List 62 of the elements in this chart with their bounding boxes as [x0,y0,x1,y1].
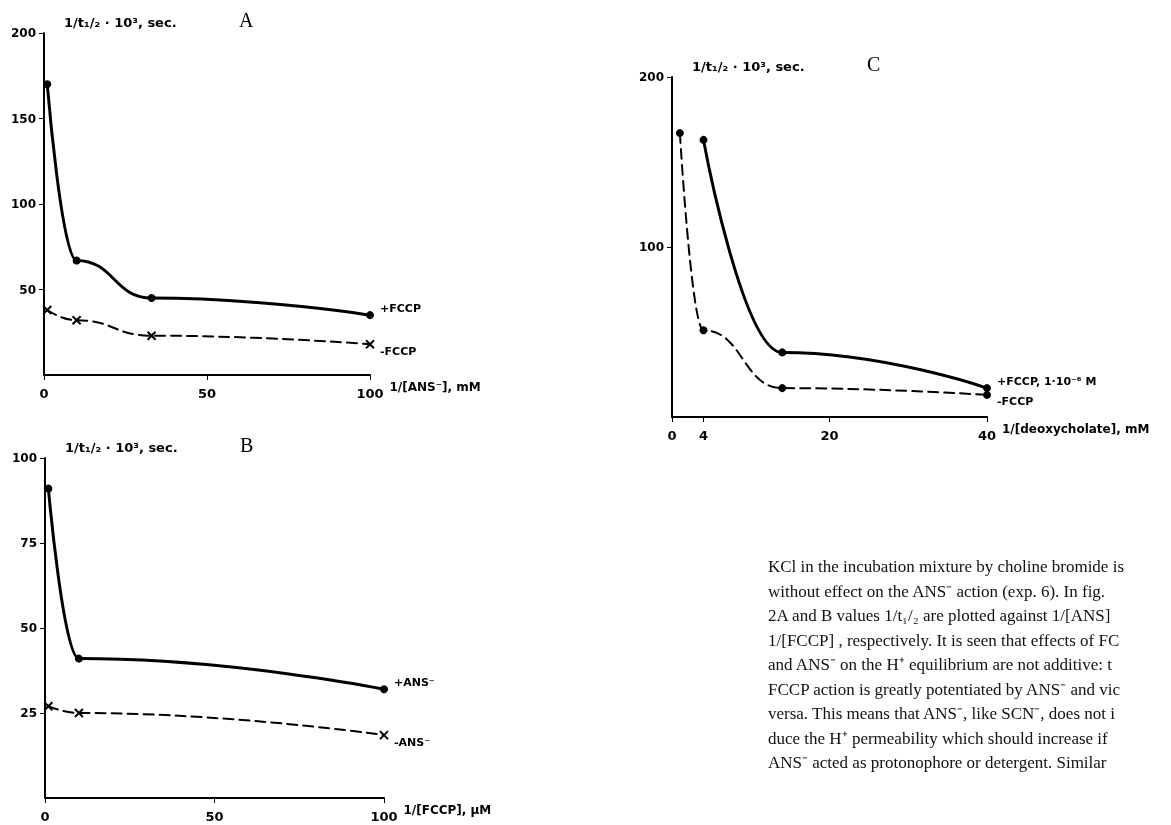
text: and ANS⁻ on the H⁺ equilibrium are not additive: t [768,654,1113,676]
text: versa. This means that ANS⁻, like SCN⁻, does not i [768,703,1116,725]
point [72,256,81,265]
y-tick-label: 200 [10,26,36,40]
y-axis-title: 1/t₁/₂ · 10³, sec. [692,59,805,74]
point [379,730,389,741]
point [74,654,83,663]
text: ANS⁻ acted as protonophore or detergent. Similar [768,752,1108,774]
point [42,305,53,316]
y-axis-title: 1/t₁/₂ · 10³, sec. [65,440,178,455]
chart-title: C [867,53,881,75]
point [983,390,991,399]
chart-title: B [240,434,254,456]
y-tick-label: 50 [19,282,36,297]
x-axis-title: 1/[FCCP], μM [403,803,492,817]
y-tick-label: 50 [20,621,37,635]
x-tick-label: 40 [977,428,997,443]
point [366,311,374,320]
x-tick-label: 4 [698,428,709,443]
point [380,685,388,694]
y-tick-label: 100 [10,197,36,211]
text: duce the H⁺ permeability which should increase if [768,727,1109,750]
x-tick-label: 50 [205,809,224,824]
text: 1/[FCCP] , respectively. It is seen that effects of FC [768,629,1121,652]
series-label: +FCCP, 1·10⁻⁶ M [997,374,1097,388]
point [146,330,157,341]
series-label: -FCCP [380,344,417,358]
text: 2A and B values 1/t₁/₂ are plotted against 1/[ANS] [768,605,1112,627]
x-tick-label: 100 [356,386,384,401]
x-tick-label: 0 [39,386,49,401]
x-axis-title: 1/[deoxycholate], mM [1002,422,1150,436]
y-tick-label: 75 [20,536,37,550]
x-tick-label: 50 [197,386,217,401]
x-tick-label: 20 [820,428,839,443]
text: without effect on the ANS⁻ action (exp. 6). In fig. [768,580,1107,603]
point [147,294,156,303]
y-tick-label: 200 [638,70,664,84]
y-tick-label: 25 [20,706,37,720]
point [73,708,84,718]
x-tick-label: 0 [667,428,677,443]
point [71,315,82,326]
series-label: +ANS⁻ [394,675,435,689]
point [699,135,708,144]
y-tick-label: 100 [11,451,37,465]
point [675,129,684,138]
x-tick-label: 100 [370,809,398,824]
point [983,384,991,393]
point [778,348,787,357]
y-axis-title: 1/t₁/₂ · 10³, sec. [64,15,177,30]
series-label: -ANS⁻ [394,735,431,749]
y-tick-label: 150 [10,111,36,126]
text: KCl in the incubation mixture by choline bromide is [768,556,1125,578]
series-label: +FCCP [380,301,421,315]
point [778,384,787,393]
point [365,339,375,350]
point [699,326,708,335]
x-axis-title: 1/[ANS⁻], mM [389,380,481,394]
text: FCCP action is greatly potentiated by ANS⁻ and vic [768,678,1121,701]
chart-title: A [239,9,254,31]
series-label: -FCCP [997,395,1034,409]
point [43,701,54,712]
x-tick-label: 0 [40,809,50,824]
